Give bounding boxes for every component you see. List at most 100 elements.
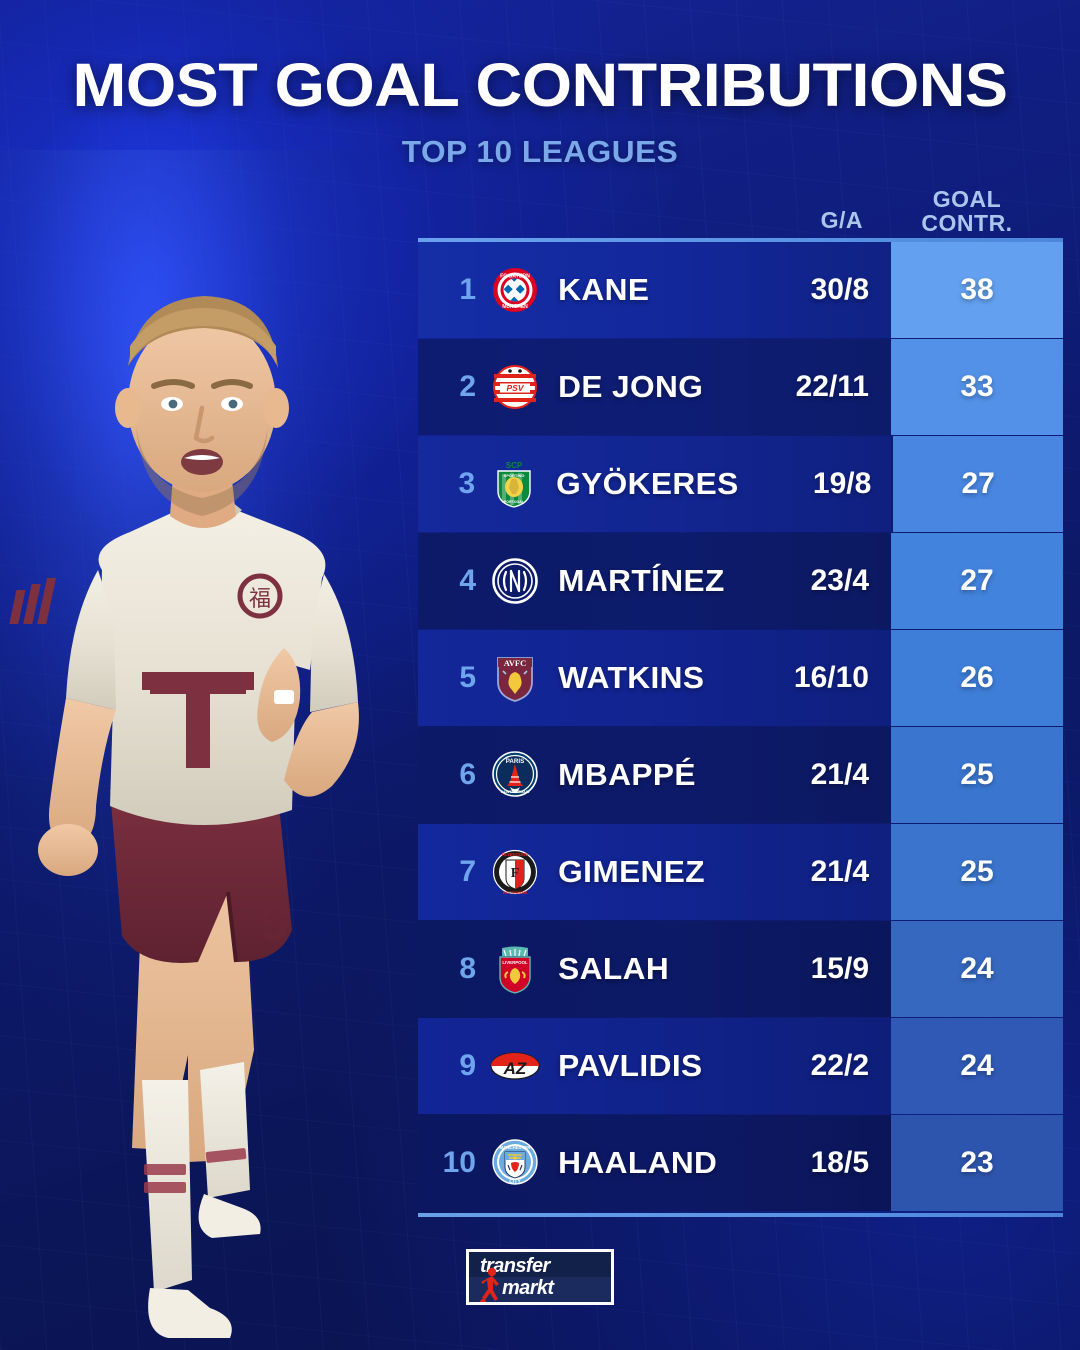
header: MOST GOAL CONTRIBUTIONS TOP 10 LEAGUES [0,0,1080,170]
club-crest-villa-icon: AVFC [478,654,552,702]
page-title: MOST GOAL CONTRIBUTIONS [72,51,1008,119]
club-crest-psv-icon: PSV [478,364,552,410]
svg-text:PSV: PSV [506,383,524,393]
row-rank: 6 [459,758,476,791]
table-row[interactable]: 6 PARIS SAINT-GERMAIN MBAPPÉ 21/4 25 [418,727,1063,823]
row-rank: 5 [459,661,476,694]
club-crest-sporting-icon: SCP SPORTING PORTUGAL [477,460,550,508]
table-row[interactable]: 4 MARTÍNEZ 23/4 27 [418,533,1063,629]
logo-player-icon [480,1267,499,1302]
svg-text:SCP: SCP [505,461,522,470]
row-background [418,436,891,532]
row-player-name: MBAPPÉ [558,757,696,792]
table-row[interactable]: 7 F FEYENOORD ROTTERDAM GIMENEZ 21/4 25 [418,824,1063,920]
row-player-name: MARTÍNEZ [558,563,725,598]
table-row[interactable]: 8 LIVERPOOL SALAH 15/9 24 [418,921,1063,1017]
table-row[interactable]: 10 MANCHESTER CITY HAALAND 18/5 23 [418,1115,1063,1211]
row-player-name: GYÖKERES [556,466,739,501]
table-row[interactable]: 1 FC BAYERN MÜNCHEN [418,242,1063,338]
row-goal-contributions: 33 [891,339,1063,435]
club-crest-psg-icon: PARIS SAINT-GERMAIN [478,751,552,799]
row-rank: 3 [458,467,476,500]
row-goal-contributions: 26 [891,630,1063,726]
row-rank: 7 [459,855,476,888]
table-top-rule [418,238,1063,242]
svg-text:9: 9 [260,894,289,952]
table-bottom-rule [418,1213,1063,1217]
club-crest-feyenoord-icon: F FEYENOORD ROTTERDAM [478,848,552,896]
row-goal-contributions: 27 [893,436,1064,532]
row-goals-assists: 21/4 [810,855,869,888]
row-rank: 2 [459,370,476,403]
club-crest-mancity-icon: MANCHESTER CITY [478,1139,552,1187]
club-crest-az-icon: AZ [478,1049,552,1083]
row-goal-contributions: 27 [891,533,1063,629]
row-goals-assists: 21/4 [810,758,869,791]
row-player-name: DE JONG [558,369,704,404]
svg-text:CITY: CITY [509,1179,521,1185]
club-crest-inter-icon [478,557,552,605]
svg-text:FC BAYERN: FC BAYERN [500,274,530,280]
logo-text-transfer: transfer [480,1255,550,1277]
svg-text:LIVERPOOL: LIVERPOOL [502,960,528,965]
svg-text:AVFC: AVFC [504,658,527,668]
row-player-name: HAALAND [558,1145,718,1180]
row-player-name: GIMENEZ [558,854,706,889]
transfermarkt-logo: transfer markt [466,1249,614,1305]
svg-text:F: F [511,866,520,881]
row-rank: 4 [459,564,476,597]
table-row[interactable]: 3 SCP SPORTING PORTUGAL GYÖKERES 19/8 27 [418,436,1064,532]
column-headers: G/A GOAL CONTR. [418,176,1063,238]
row-goals-assists: 22/2 [810,1049,869,1082]
row-goals-assists: 19/8 [812,467,872,500]
row-player-name: WATKINS [558,660,705,695]
svg-text:SPORTING: SPORTING [503,473,524,478]
column-header-goal-contributions: GOAL CONTR. [881,185,1053,237]
row-goal-contributions: 23 [891,1115,1063,1211]
row-goals-assists: 23/4 [810,564,869,597]
row-goals-assists: 16/10 [793,661,869,694]
row-player-name: KANE [558,272,650,307]
page-subtitle: TOP 10 LEAGUES [401,134,679,169]
row-rank: 1 [459,273,476,306]
table-row[interactable]: 5 AVFC WATKINS 16/10 26 [418,630,1063,726]
row-background [418,921,891,1017]
row-goals-assists: 22/11 [795,370,869,403]
row-goal-contributions: 38 [891,242,1063,338]
row-background [418,533,891,629]
table-body: 1 FC BAYERN MÜNCHEN [418,242,1064,1211]
svg-text:福: 福 [249,586,271,611]
svg-text:AZ: AZ [503,1059,527,1078]
ranking-table: G/A GOAL CONTR. 1 [418,176,1064,1217]
row-rank: 8 [459,952,476,985]
row-goal-contributions: 24 [891,921,1063,1017]
player-photo: 9 福 [0,150,422,1350]
row-background [418,630,891,726]
row-goals-assists: 15/9 [810,952,869,985]
row-rank: 9 [459,1049,476,1082]
row-player-name: PAVLIDIS [558,1048,703,1083]
svg-text:FEYENOORD: FEYENOORD [502,852,529,857]
svg-text:PORTUGAL: PORTUGAL [504,500,525,504]
column-header-ga: G/A [820,207,863,233]
column-header-gc-line1: GOAL [932,185,1002,212]
club-crest-bayern-icon: FC BAYERN MÜNCHEN [478,267,552,313]
svg-text:PARIS: PARIS [506,758,524,765]
table-row[interactable]: 2 PSV DE JONG 22/11 33 [418,339,1063,435]
svg-text:MANCHESTER: MANCHESTER [500,1145,532,1150]
row-player-name: SALAH [558,951,670,986]
table-row[interactable]: 9 AZ PAVLIDIS 22/2 24 [418,1018,1063,1114]
row-goal-contributions: 25 [891,727,1063,823]
svg-text:MÜNCHEN: MÜNCHEN [502,303,528,310]
row-goals-assists: 30/8 [810,273,869,306]
club-crest-liverpool-icon: LIVERPOOL [478,944,552,994]
logo-text-markt: markt [502,1277,554,1299]
row-goals-assists: 18/5 [810,1146,869,1179]
svg-text:ROTTERDAM: ROTTERDAM [503,891,527,895]
row-goal-contributions: 24 [891,1018,1063,1114]
svg-text:SAINT-GERMAIN: SAINT-GERMAIN [501,790,530,794]
row-rank: 10 [442,1146,476,1179]
row-goal-contributions: 25 [891,824,1063,920]
column-header-gc-line2: CONTR. [921,210,1013,237]
